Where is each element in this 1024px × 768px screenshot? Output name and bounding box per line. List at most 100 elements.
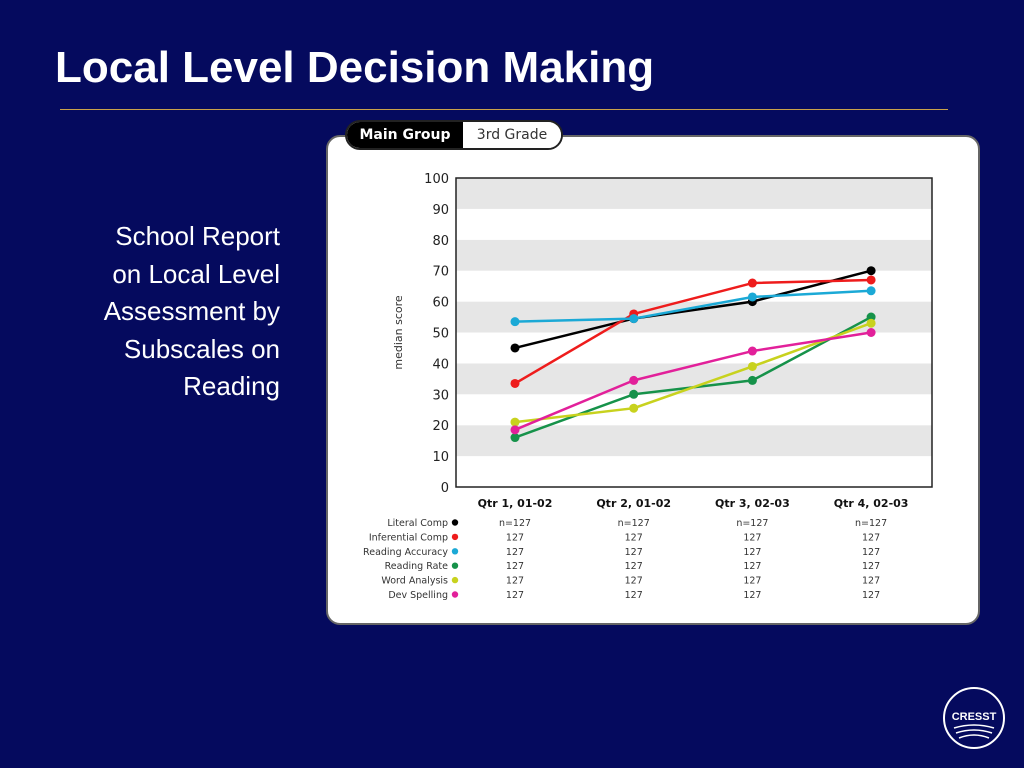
data-point bbox=[510, 417, 520, 427]
grid-band bbox=[456, 363, 932, 395]
y-tick-label: 20 bbox=[432, 419, 449, 434]
data-point bbox=[747, 292, 757, 302]
data-point bbox=[510, 425, 520, 435]
n-count-cell: n=127 bbox=[618, 518, 650, 529]
data-point bbox=[510, 317, 520, 327]
legend-marker bbox=[451, 576, 459, 584]
n-count-cell: 127 bbox=[743, 532, 761, 543]
series-line bbox=[514, 278, 872, 385]
y-tick-label: 50 bbox=[432, 327, 449, 342]
data-point bbox=[629, 314, 639, 324]
y-axis-label: median score bbox=[392, 295, 405, 370]
y-tick-label: 0 bbox=[441, 481, 449, 496]
data-point bbox=[510, 433, 520, 443]
n-count-cell: n=127 bbox=[855, 518, 887, 529]
caption-line: Assessment by bbox=[103, 296, 280, 326]
data-point bbox=[629, 403, 639, 413]
n-count-cell: 127 bbox=[625, 590, 643, 601]
y-tick-label: 90 bbox=[432, 203, 449, 218]
data-point bbox=[747, 278, 757, 288]
data-point bbox=[866, 328, 876, 337]
y-tick-label: 30 bbox=[432, 388, 449, 403]
caption-line: Subscales on bbox=[123, 333, 280, 364]
series-line bbox=[514, 289, 872, 323]
n-count-cell: 127 bbox=[743, 576, 761, 587]
legend-label: Reading Rate bbox=[385, 561, 449, 572]
n-count-cell: 127 bbox=[862, 532, 880, 543]
legend-label: Reading Accuracy bbox=[363, 547, 448, 558]
legend-marker bbox=[451, 519, 459, 526]
chart-panel: 0 10 20 30 40 50 60 70 80 90 100 median score Qtr 1,… bbox=[326, 135, 980, 625]
caption-line: School Report bbox=[115, 221, 280, 251]
y-tick-label: 60 bbox=[432, 296, 449, 311]
data-point bbox=[866, 318, 876, 328]
legend-marker bbox=[451, 533, 459, 541]
x-tick-label: Qtr 4, 02-03 bbox=[834, 497, 909, 510]
grid-band bbox=[456, 270, 932, 302]
grid-band bbox=[456, 332, 932, 364]
x-tick-label: Qtr 1, 01-02 bbox=[478, 497, 553, 510]
legend-label: Literal Comp bbox=[387, 518, 448, 529]
legend-marker bbox=[451, 562, 459, 569]
n-count-cell: 127 bbox=[506, 576, 524, 587]
grid-band bbox=[456, 178, 932, 209]
grid-band bbox=[456, 456, 932, 487]
data-point bbox=[629, 389, 639, 399]
x-tick-label: Qtr 3, 02-03 bbox=[715, 497, 790, 510]
n-count-cell: 127 bbox=[625, 547, 643, 558]
tab-main-group[interactable]: Main Group bbox=[347, 122, 463, 148]
y-tick-label: 10 bbox=[432, 450, 449, 465]
n-count-cell: 127 bbox=[506, 532, 524, 543]
caption-line: Reading bbox=[183, 371, 280, 401]
n-count-cell: 127 bbox=[625, 561, 643, 572]
n-count-cell: n=127 bbox=[736, 518, 768, 529]
plot-frame bbox=[455, 177, 933, 488]
y-tick-label: 100 bbox=[424, 172, 449, 187]
series-line bbox=[514, 322, 872, 424]
n-count-cell: 127 bbox=[743, 547, 761, 558]
data-point bbox=[629, 375, 639, 385]
caption-line: on Local Level bbox=[112, 258, 280, 289]
data-point bbox=[866, 286, 876, 296]
grid-band bbox=[456, 208, 932, 240]
legend-marker bbox=[451, 548, 459, 555]
n-count-cell: 127 bbox=[625, 532, 643, 543]
legend-marker bbox=[451, 591, 459, 598]
legend-label: Dev Spelling bbox=[388, 590, 448, 601]
n-count-cell: 127 bbox=[743, 590, 761, 601]
data-point bbox=[510, 343, 520, 353]
y-tick-label: 40 bbox=[432, 357, 449, 372]
n-count-cell: 127 bbox=[862, 547, 880, 558]
data-point bbox=[510, 378, 520, 388]
n-count-cell: 127 bbox=[506, 590, 524, 601]
data-point bbox=[866, 312, 876, 322]
data-point bbox=[747, 375, 757, 385]
y-tick-label: 70 bbox=[432, 265, 449, 280]
data-point bbox=[747, 361, 757, 371]
n-count-cell: 127 bbox=[625, 576, 643, 587]
n-count-cell: 127 bbox=[506, 547, 524, 558]
line-chart: 0 10 20 30 40 50 60 70 80 90 100 median score Qtr 1,… bbox=[363, 172, 933, 601]
n-count-cell: n=127 bbox=[499, 518, 531, 529]
data-point bbox=[747, 346, 757, 356]
n-count-cell: 127 bbox=[506, 561, 524, 572]
n-count-cell: 127 bbox=[862, 576, 880, 587]
data-point bbox=[866, 266, 876, 276]
cresst-logo: CRESST bbox=[943, 687, 1005, 749]
x-tick-label: Qtr 2, 01-02 bbox=[596, 497, 671, 510]
group-tabs: Main Group 3rd Grade bbox=[345, 120, 563, 150]
legend-label: Word Analysis bbox=[381, 576, 448, 587]
legend-label: Inferential Comp bbox=[369, 532, 448, 543]
logo-text: CRESST bbox=[952, 711, 997, 723]
grid-band bbox=[456, 425, 932, 457]
slide-title: Local Level Decision Making bbox=[55, 43, 655, 92]
n-count-cell: 127 bbox=[862, 590, 880, 601]
n-count-cell: 127 bbox=[743, 561, 761, 572]
series-line bbox=[514, 331, 872, 431]
series-line bbox=[514, 269, 872, 350]
data-point bbox=[866, 275, 876, 285]
y-tick-label: 80 bbox=[432, 234, 449, 249]
n-count-cell: 127 bbox=[862, 561, 880, 572]
grid-band bbox=[456, 239, 932, 271]
tab-3rd-grade[interactable]: 3rd Grade bbox=[463, 122, 561, 148]
